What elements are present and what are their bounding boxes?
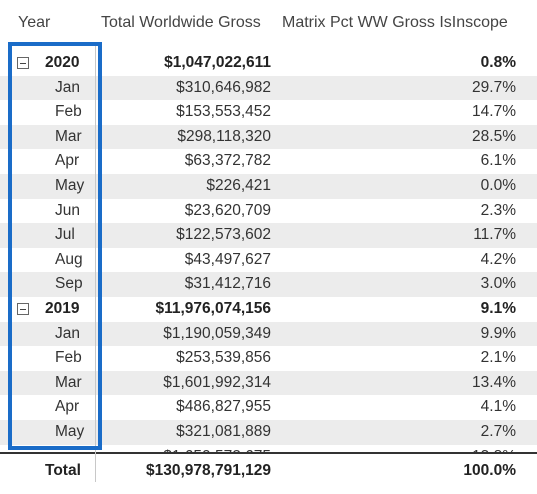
total-pct: 100.0% (463, 462, 516, 479)
gross-value: $11,976,074,156 (155, 300, 271, 317)
pct-value: 13.8% (472, 445, 516, 452)
year-label: 2020 (45, 54, 80, 71)
pct-value: 9.9% (480, 324, 516, 342)
gross-value: $298,118,320 (177, 127, 271, 145)
pct-value: 4.1% (480, 398, 516, 416)
pct-value: 4.2% (480, 250, 516, 268)
month-label: Feb (55, 349, 82, 367)
month-row: May $226,421 0.0% (0, 174, 537, 199)
gross-value: $31,412,716 (184, 275, 271, 293)
month-row: Jun $23,620,709 2.3% (0, 199, 537, 224)
matrix-body: 2020 $1,047,022,611 0.8% Jan $310,646,982 29.… (0, 51, 537, 452)
gross-value: $122,573,602 (176, 226, 271, 244)
month-label: Aug (55, 250, 83, 268)
highlight-box (8, 42, 102, 450)
month-label: Jun (55, 201, 80, 219)
gross-value: $153,553,452 (176, 103, 271, 121)
month-row: May $321,081,889 2.7% (0, 420, 537, 445)
pct-value: 2.3% (480, 201, 516, 219)
year-row: 2019 $11,976,074,156 9.1% (0, 297, 537, 322)
month-label: Apr (55, 398, 80, 416)
pct-value: 2.7% (480, 423, 516, 440)
month-row: Apr $486,827,955 4.1% (0, 395, 537, 420)
pct-value: 29.7% (472, 78, 516, 96)
collapse-button[interactable] (17, 303, 29, 315)
total-row: Total $130,978,791,129 100.0% (0, 452, 537, 494)
gross-value: $253,539,856 (176, 349, 271, 367)
pct-value: 9.1% (480, 300, 516, 317)
month-label: May (55, 177, 85, 194)
gross-value: $226,421 (206, 177, 271, 194)
gross-value: $486,827,955 (176, 398, 271, 416)
total-label: Total (45, 462, 81, 479)
month-label: Jan (55, 78, 80, 96)
gross-value: $23,620,709 (184, 201, 271, 219)
gross-value: $43,497,627 (184, 250, 271, 268)
month-label: Jan (55, 324, 80, 342)
month-label: Mar (55, 127, 82, 145)
month-label: Sep (55, 275, 83, 293)
column-header[interactable]: Matrix Pct WW Gross IsInscope (282, 14, 508, 31)
collapse-button[interactable] (17, 57, 29, 69)
month-row: Jan $310,646,982 29.7% (0, 75, 537, 101)
month-row: Feb $153,553,452 14.7% (0, 100, 537, 125)
pct-value: 6.1% (480, 152, 516, 170)
month-row: Aug $43,497,627 4.2% (0, 248, 537, 273)
total-gross: $130,978,791,129 (146, 462, 271, 479)
gross-value: $1,047,022,611 (164, 54, 271, 71)
year-label: 2019 (45, 300, 80, 317)
pct-value: 11.7% (473, 226, 516, 244)
pct-value: 14.7% (472, 103, 516, 121)
month-label: Apr (55, 152, 80, 170)
gross-value: $1,650,572,675 (163, 445, 271, 452)
month-row: Jul $122,573,602 11.7% (0, 223, 537, 248)
gross-value: $63,372,782 (184, 152, 271, 170)
column-separator (95, 42, 96, 482)
month-row: Jan $1,190,059,349 9.9% (0, 321, 537, 347)
month-row: $1,650,572,675 13.8% (0, 445, 537, 452)
month-row: Sep $31,412,716 3.0% (0, 272, 537, 297)
month-row: Mar $1,601,992,314 13.4% (0, 370, 537, 396)
pct-value: 13.4% (472, 373, 516, 391)
month-row: Feb $253,539,856 2.1% (0, 346, 537, 371)
gross-value: $1,190,059,349 (163, 324, 271, 342)
gross-value: $321,081,889 (176, 423, 271, 440)
year-row: 2020 $1,047,022,611 0.8% (0, 51, 537, 76)
month-row: Mar $298,118,320 28.5% (0, 124, 537, 150)
column-header[interactable]: Total Worldwide Gross (101, 14, 261, 31)
month-label: Mar (55, 373, 82, 391)
pct-value: 2.1% (480, 349, 516, 367)
month-label: Feb (55, 103, 82, 121)
pct-value: 0.8% (480, 54, 516, 71)
gross-value: $1,601,992,314 (163, 373, 271, 391)
month-label: May (55, 423, 85, 440)
pct-value: 3.0% (480, 275, 516, 293)
pct-value: 0.0% (480, 177, 516, 194)
month-label: Jul (55, 226, 75, 244)
gross-value: $310,646,982 (176, 78, 271, 96)
pct-value: 28.5% (472, 127, 516, 145)
month-row: Apr $63,372,782 6.1% (0, 149, 537, 174)
column-header[interactable]: Year (18, 14, 51, 31)
